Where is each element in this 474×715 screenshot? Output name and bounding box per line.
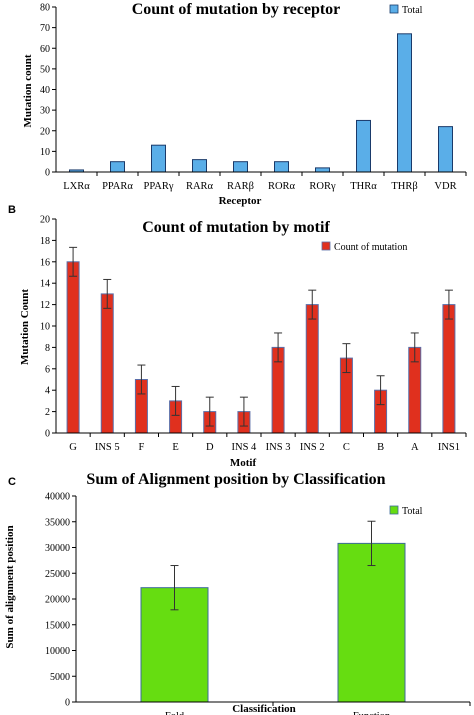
panel-a-title: Count of mutation by receptor <box>132 1 341 18</box>
panel-c-bar <box>337 542 406 703</box>
panel-a-y-tick-label: 40 <box>40 85 50 96</box>
panel-a-bar <box>315 167 330 173</box>
panel-b-category-label: F <box>138 442 144 453</box>
panel-b-legend-label: Count of mutation <box>334 242 407 253</box>
panel-a-category-label: VDR <box>434 181 456 192</box>
panel-a-legend-label: Total <box>402 5 423 16</box>
panel-c-y-tick-label: 30000 <box>45 543 70 554</box>
panel-c-y-tick-label: 0 <box>65 698 70 709</box>
panel-a-category-label: RARβ <box>227 181 254 192</box>
panel-b-category-label: INS 3 <box>266 442 291 453</box>
panel-b-category-label: INS1 <box>438 442 460 453</box>
panel-c-y-tick-label: 15000 <box>45 620 70 631</box>
panel-c-y-tick-label: 10000 <box>45 646 70 657</box>
panel-c-category-label: Function <box>353 711 391 715</box>
panel-b-category-label: C <box>343 442 350 453</box>
panel-a-plot-area: 0 10 20 30 40 50 60 70 80 LXRα PPARα PPARγ RARα RARβ R… <box>40 3 467 192</box>
panel-a-bar <box>192 159 207 173</box>
panel-b-legend-swatch <box>321 241 331 251</box>
panel-b-category-label: INS 2 <box>300 442 325 453</box>
panel-a-category-label: LXRα <box>63 181 90 192</box>
panel-b-plot-area: 0 2 4 6 8 10 12 14 16 18 20 G INS 5 F E D INS 4 INS 3 INS … <box>40 215 467 453</box>
panel-b-x-axis-label: Motif <box>230 457 257 469</box>
panel-a-y-tick-label: 80 <box>40 3 50 14</box>
panel-b-y-tick-label: 4 <box>45 386 50 397</box>
panel-a-x-axis-label: Receptor <box>219 195 262 207</box>
panel-b-category-label: INS 4 <box>232 442 258 453</box>
panel-b: B Count of mutation by motif Mutation Co… <box>8 204 467 469</box>
panel-b-bar <box>100 293 114 434</box>
panel-b-letter: B <box>8 204 16 216</box>
panel-a-category-label: PPARα <box>102 181 133 192</box>
panel-b-y-tick-label: 2 <box>45 407 50 418</box>
panel-a-bar <box>438 126 453 173</box>
panel-b-category-label: D <box>206 442 214 453</box>
panel-a-y-tick-label: 10 <box>40 147 50 158</box>
panel-a-bar <box>397 33 412 173</box>
panel-c-letter: C <box>8 476 16 488</box>
panel-b-bar <box>442 304 456 434</box>
panel-c-legend-swatch <box>389 505 399 515</box>
panel-a-category-label: RORγ <box>309 181 336 192</box>
panel-b-bar <box>66 261 80 434</box>
panel-c-y-tick-label: 40000 <box>45 492 70 503</box>
panel-a: Count of mutation by receptor Mutation c… <box>22 1 467 207</box>
panel-b-y-tick-label: 8 <box>45 343 50 354</box>
panel-b-title: Count of mutation by motif <box>142 219 330 236</box>
panel-a-y-tick-label: 30 <box>40 106 50 117</box>
panel-c-category-label: Fold <box>165 711 185 715</box>
panel-b-y-tick-label: 16 <box>40 257 50 268</box>
panel-a-bar <box>274 161 289 173</box>
panel-a-bar <box>233 161 248 173</box>
panel-c-x-axis-label: Classification <box>232 703 296 715</box>
panel-a-bar <box>151 144 166 173</box>
panel-b-y-tick-label: 12 <box>40 300 50 311</box>
panel-b-y-tick-label: 14 <box>40 279 50 290</box>
panel-b-category-label: G <box>69 442 77 453</box>
panel-b-y-tick-label: 0 <box>45 429 50 440</box>
panel-b-category-label: B <box>377 442 384 453</box>
panel-a-bar <box>110 161 125 173</box>
panel-a-category-label: THRβ <box>391 181 417 192</box>
panel-a-legend-swatch <box>389 4 399 14</box>
panel-a-y-tick-label: 0 <box>45 168 50 179</box>
panel-c-y-tick-label: 5000 <box>50 672 70 683</box>
panel-b-y-tick-label: 20 <box>40 215 50 226</box>
panel-c: C Sum of Alignment position by Classific… <box>4 471 471 715</box>
panel-b-y-tick-label: 18 <box>40 236 50 247</box>
panel-c-plot-area: 0 5000 10000 15000 20000 25000 30000 35000 40000… <box>45 492 471 715</box>
panel-c-y-tick-label: 25000 <box>45 569 70 580</box>
panel-b-bar <box>305 304 319 434</box>
panel-a-category-label: RORα <box>268 181 296 192</box>
panel-b-y-axis-label: Mutation Count <box>19 289 31 365</box>
panel-a-category-label: PPARγ <box>144 181 174 192</box>
panel-b-y-tick-label: 10 <box>40 322 50 333</box>
panel-c-y-tick-label: 35000 <box>45 517 70 528</box>
panel-b-category-label: INS 5 <box>95 442 120 453</box>
panel-b-category-label: E <box>172 442 178 453</box>
panel-a-y-tick-label: 50 <box>40 64 50 75</box>
panel-b-y-tick-label: 6 <box>45 364 50 375</box>
panel-c-y-tick-label: 20000 <box>45 595 70 606</box>
panel-a-y-tick-label: 70 <box>40 23 50 34</box>
panel-c-legend-label: Total <box>402 506 423 517</box>
panel-c-title: Sum of Alignment position by Classificat… <box>86 471 385 488</box>
panel-a-y-tick-label: 20 <box>40 126 50 137</box>
panel-a-bar <box>356 119 371 173</box>
panel-a-category-label: THRα <box>350 181 377 192</box>
panel-a-y-axis-label: Mutation count <box>22 54 34 127</box>
panel-a-category-label: RARα <box>186 181 214 192</box>
panel-c-y-axis-label: Sum of alignment position <box>4 525 16 648</box>
panel-b-category-label: A <box>411 442 419 453</box>
panel-a-y-tick-label: 60 <box>40 44 50 55</box>
